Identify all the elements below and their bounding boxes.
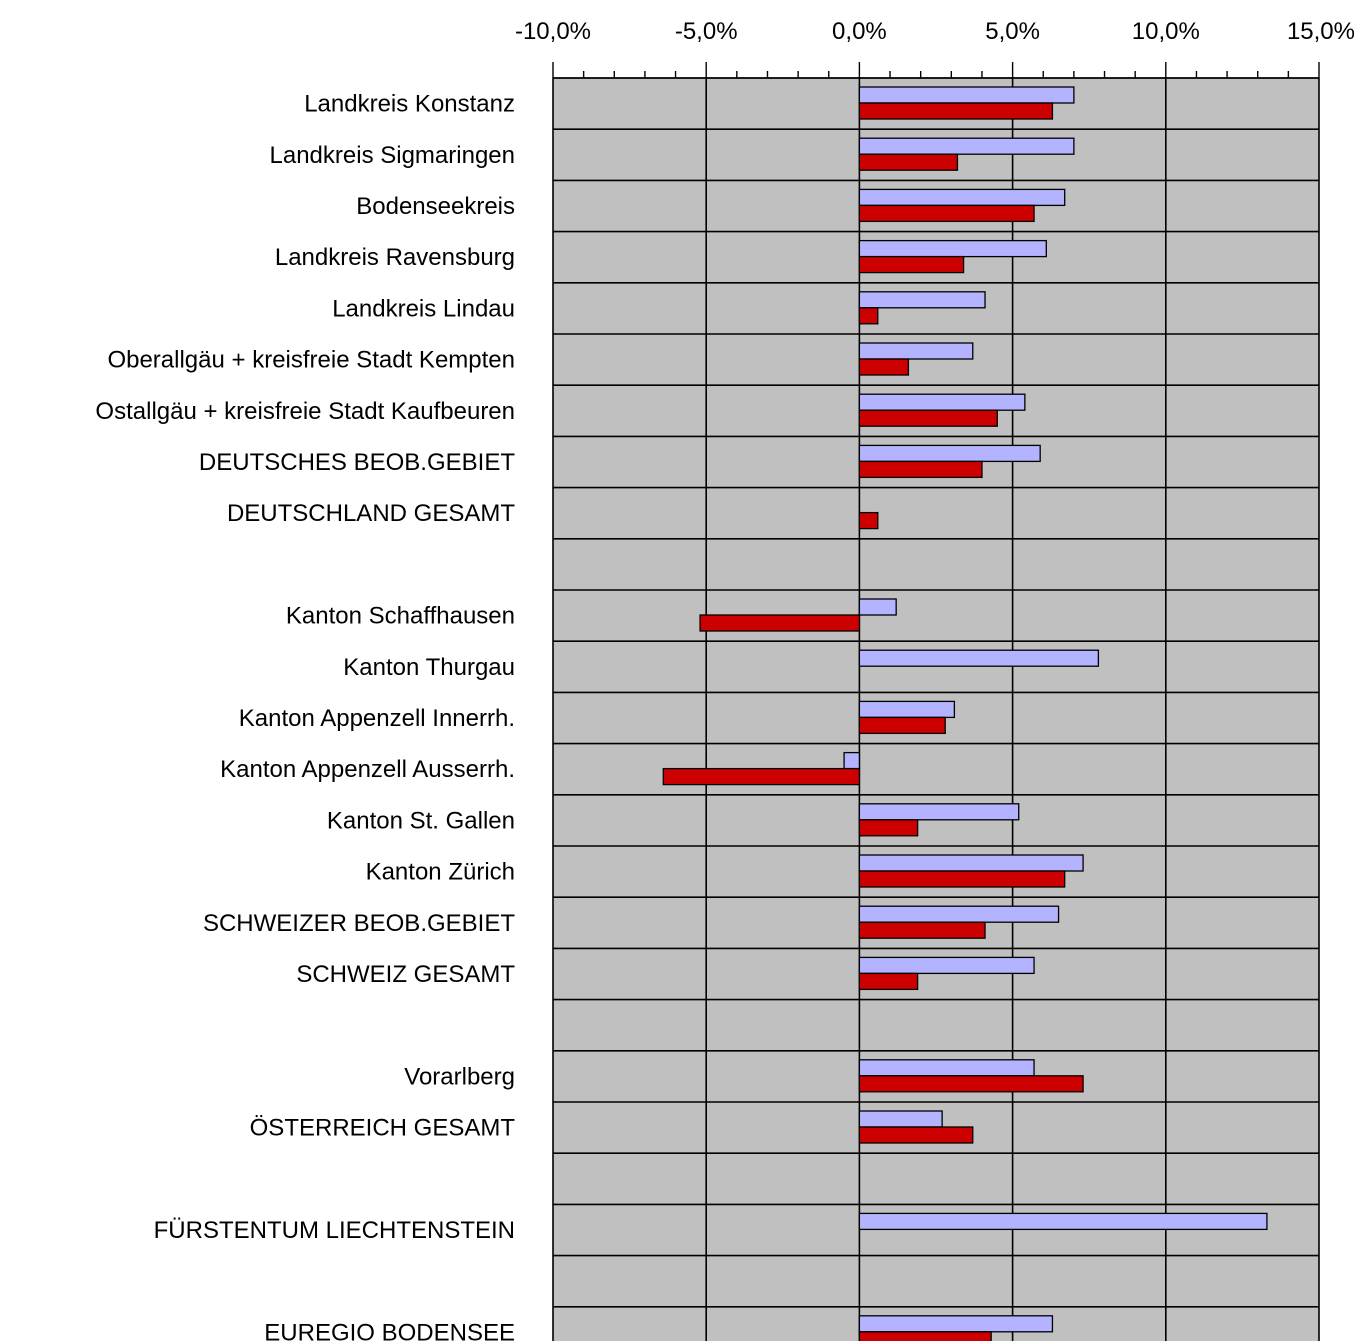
category-label: Vorarlberg	[404, 1063, 515, 1090]
bar-series-b	[858, 511, 879, 530]
bar-series-a	[858, 905, 1060, 923]
category-label: Kanton Schaffhausen	[286, 603, 515, 630]
bar-series-a	[858, 1059, 1035, 1077]
x-tick-label: 0,0%	[832, 18, 887, 45]
bar-series-b	[858, 972, 919, 991]
bar-series-a	[858, 1110, 943, 1128]
bar-series-a	[858, 1212, 1268, 1231]
bar-series-b	[858, 1075, 1084, 1093]
bar-series	[662, 86, 1268, 1341]
x-tick-label: -10,0%	[515, 18, 591, 45]
bar-series-a	[858, 700, 956, 719]
bar-series-b	[858, 1126, 974, 1144]
bar-series-b	[858, 307, 879, 325]
x-tick-label: 15,0%	[1287, 18, 1355, 45]
bar-series-b	[858, 358, 910, 376]
bar-series-a	[858, 393, 1026, 411]
bar-series-a	[858, 649, 1100, 667]
x-tick-label: -5,0%	[675, 18, 738, 45]
bar-series-a	[858, 444, 1041, 463]
category-label: DEUTSCHLAND GESAMT	[227, 500, 515, 527]
category-label: Landkreis Ravensburg	[275, 244, 515, 271]
bar-series-b	[858, 255, 965, 274]
bar-series-b	[858, 460, 983, 479]
bar-series-b	[858, 716, 946, 735]
category-label: Landkreis Konstanz	[304, 91, 515, 118]
bar-series-b	[858, 102, 1054, 120]
bar-series-b	[858, 819, 919, 837]
category-label: Oberallgäu + kreisfreie Stadt Kempten	[107, 347, 515, 374]
bar-series-b	[858, 409, 998, 427]
bar-series-a	[843, 751, 861, 770]
bar-series-a	[858, 137, 1075, 155]
bar-series-b	[858, 870, 1066, 888]
x-tick-label: 10,0%	[1132, 18, 1200, 45]
category-label: Kanton Thurgau	[343, 654, 515, 681]
bar-series-a	[858, 803, 1020, 821]
bar-series-b	[699, 614, 861, 632]
bar-series-b	[858, 204, 1035, 223]
bar-series-b	[858, 1331, 992, 1341]
bar-series-b	[662, 767, 861, 786]
bar-series-a	[858, 291, 986, 309]
category-label: Kanton Appenzell Innerrh.	[239, 705, 515, 732]
category-label: Ostallgäu + kreisfreie Stadt Kaufbeuren	[95, 398, 515, 425]
gridlines	[552, 77, 1320, 1341]
bar-series-b	[858, 153, 959, 171]
bar-series-a	[858, 598, 897, 616]
bar-series-a	[858, 239, 1047, 258]
category-label: Bodenseekreis	[356, 193, 515, 220]
x-axis: -10,0% -5,0% 0,0% 5,0% 10,0% 15,0%	[515, 18, 1355, 79]
category-label: SCHWEIZ GESAMT	[296, 961, 515, 988]
category-label: Landkreis Lindau	[332, 295, 515, 322]
category-label: ÖSTERREICH GESAMT	[250, 1115, 516, 1142]
category-label: DEUTSCHES BEOB.GEBIET	[199, 449, 515, 476]
bar-series-a	[858, 956, 1035, 975]
bar-series-a	[858, 342, 974, 360]
category-label: FÜRSTENTUM LIECHTENSTEIN	[154, 1217, 515, 1244]
bar-series-b	[858, 921, 986, 939]
category-label: EUREGIO BODENSEE	[264, 1319, 515, 1341]
bar-series-a	[858, 188, 1066, 207]
category-label: SCHWEIZER BEOB.GEBIET	[203, 910, 515, 937]
category-label: Kanton St. Gallen	[327, 807, 515, 834]
category-label: Landkreis Sigmaringen	[270, 142, 515, 169]
category-labels: Landkreis Konstanz Landkreis Sigmaringen B…	[95, 91, 515, 1341]
category-label: Kanton Appenzell Ausserrh.	[220, 756, 515, 783]
category-label: Kanton Zürich	[366, 859, 515, 886]
x-tick-label: 5,0%	[985, 18, 1040, 45]
bar-series-a	[858, 86, 1075, 104]
bar-series-a	[858, 854, 1084, 872]
bar-series-a	[858, 1315, 1054, 1333]
